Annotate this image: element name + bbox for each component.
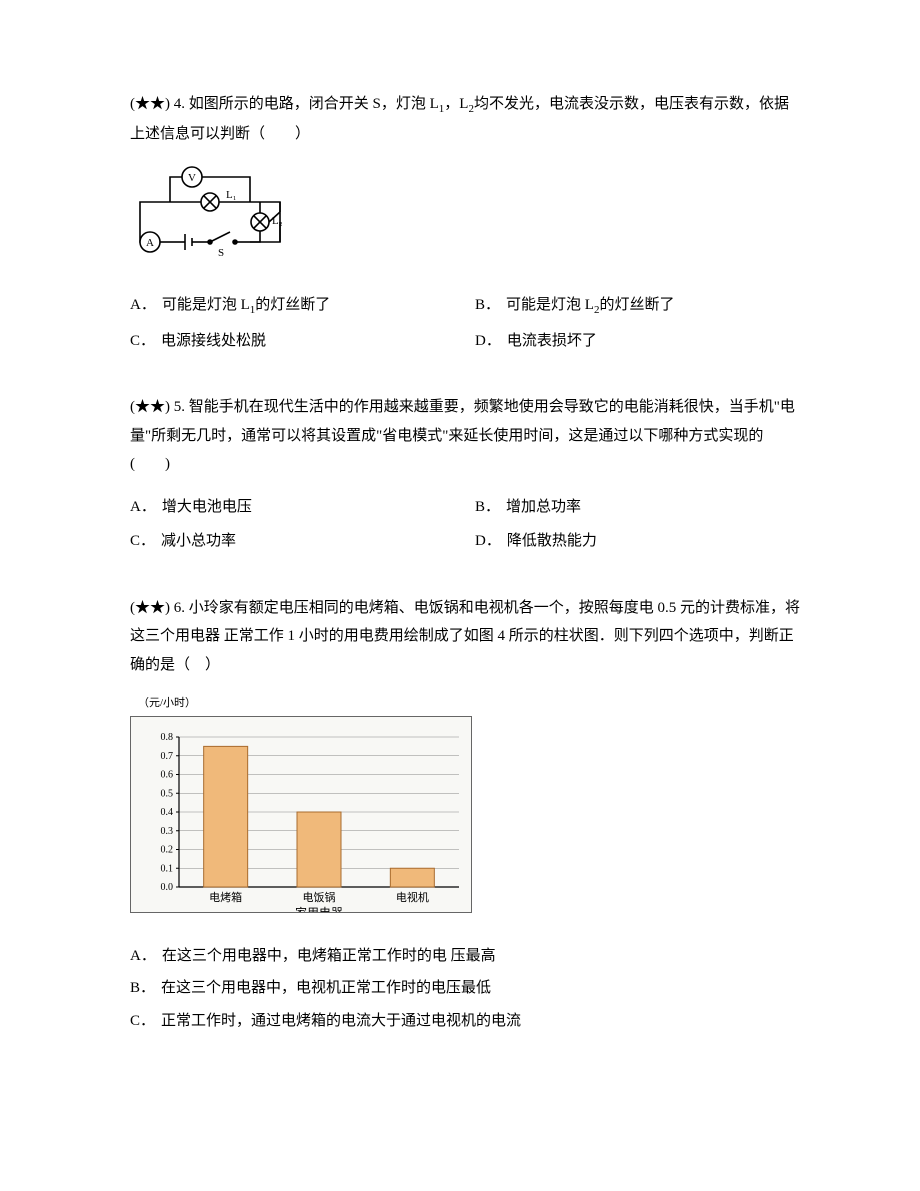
opt-text: 正常工作时，通过电烤箱的电流大于通过电视机的电流 (161, 1007, 521, 1036)
q6-option-c: C． 正常工作时，通过电烤箱的电流大于通过电视机的电流 (130, 1007, 800, 1036)
q5-text: 智能手机在现代生活中的作用越来越重要，频繁地使用会导致它的电能消耗很快，当手机"… (130, 399, 795, 472)
q5-option-b: B． 增加总功率 (475, 493, 800, 522)
opt-label: D． (475, 527, 501, 556)
q6-stem: (★★) 6. 小玲家有额定电压相同的电烤箱、电饭锅和电视机各一个，按照每度电 … (130, 594, 800, 680)
opt-label: B． (130, 974, 155, 1003)
q6-text: 小玲家有额定电压相同的电烤箱、电饭锅和电视机各一个，按照每度电 0.5 元的计费… (130, 600, 800, 673)
opt-label: A． (130, 942, 156, 971)
q4-option-b: B． 可能是灯泡 L2的灯丝断了 (475, 291, 800, 321)
svg-text:0.6: 0.6 (161, 770, 174, 781)
opt-label: C． (130, 527, 155, 556)
q5-option-a: A． 增大电池电压 (130, 493, 455, 522)
opt-text: 在这三个用电器中，电烤箱正常工作时的电 压最高 (162, 942, 496, 971)
svg-text:电视机: 电视机 (396, 890, 429, 904)
q5-option-c: C． 减小总功率 (130, 527, 455, 556)
chart-y-title: （元/小时） (138, 693, 800, 714)
q4-prefix: (★★) 4. (130, 96, 189, 112)
svg-text:0.5: 0.5 (161, 788, 174, 799)
q5-prefix: (★★) 5. (130, 399, 189, 415)
opt-text: 增加总功率 (506, 493, 581, 522)
svg-text:电烤箱: 电烤箱 (209, 890, 242, 904)
q5-stem: (★★) 5. 智能手机在现代生活中的作用越来越重要，频繁地使用会导致它的电能消… (130, 393, 800, 479)
opt-label: D． (475, 327, 501, 356)
opt-text: 减小总功率 (161, 527, 236, 556)
opt-label: C． (130, 327, 155, 356)
svg-text:0.4: 0.4 (161, 807, 174, 818)
svg-text:0.2: 0.2 (161, 845, 174, 856)
q6-option-b: B． 在这三个用电器中，电视机正常工作时的电压最低 (130, 974, 800, 1003)
svg-text:0.8: 0.8 (161, 732, 174, 743)
opt-text: 可能是灯泡 L2的灯丝断了 (506, 291, 674, 321)
opt-label: B． (475, 493, 500, 522)
svg-text:电饭锅: 电饭锅 (303, 891, 336, 904)
q4-t1: 如图所示的电路，闭合开关 S，灯泡 L (189, 96, 439, 112)
voltmeter-label: V (188, 172, 196, 184)
q4-circuit-figure: V A L₁ L₂ S (130, 162, 800, 273)
svg-text:0.1: 0.1 (161, 863, 174, 874)
opt-text: 在这三个用电器中，电视机正常工作时的电压最低 (161, 974, 491, 1003)
opt-label: A． (130, 493, 156, 522)
opt-text: 电源接线处松脱 (161, 327, 266, 356)
opt-label: B． (475, 291, 500, 321)
q5-option-d: D． 降低散热能力 (475, 527, 800, 556)
opt-label: A． (130, 291, 156, 321)
q6-barchart-figure: （元/小时） 0.0 0.1 0.2 0.3 0.4 0.5 0.6 0.7 0.8 电烤箱 电饭锅… (130, 693, 800, 923)
opt-text: 增大电池电压 (162, 493, 252, 522)
opt-label: C． (130, 1007, 155, 1036)
q4-option-c: C． 电源接线处松脱 (130, 327, 455, 356)
barchart-svg: 0.0 0.1 0.2 0.3 0.4 0.5 0.6 0.7 0.8 电烤箱 电饭锅 电视机家用电器 (130, 716, 472, 913)
q4-stem: (★★) 4. 如图所示的电路，闭合开关 S，灯泡 L1，L2均不发光，电流表没… (130, 90, 800, 148)
svg-text:0.3: 0.3 (161, 826, 174, 837)
svg-text:家用电器: 家用电器 (295, 905, 343, 913)
q5-options: A． 增大电池电压 B． 增加总功率 C． 减小总功率 D． 降低散热能力 (130, 493, 800, 556)
opt-text: 可能是灯泡 L1的灯丝断了 (162, 291, 330, 321)
q4-options: A． 可能是灯泡 L1的灯丝断了 B． 可能是灯泡 L2的灯丝断了 C． 电源接… (130, 291, 800, 355)
l2-label: L₂ (272, 215, 283, 227)
q6-prefix: (★★) 6. (130, 600, 189, 616)
q4-t2: ，L (444, 96, 468, 112)
svg-text:0.7: 0.7 (161, 751, 174, 762)
q4-option-d: D． 电流表损坏了 (475, 327, 800, 356)
q4-option-a: A． 可能是灯泡 L1的灯丝断了 (130, 291, 455, 321)
circuit-svg: V A L₁ L₂ S (130, 162, 300, 262)
q6-option-a: A． 在这三个用电器中，电烤箱正常工作时的电 压最高 (130, 942, 800, 971)
ammeter-label: A (146, 237, 154, 249)
question-4: (★★) 4. 如图所示的电路，闭合开关 S，灯泡 L1，L2均不发光，电流表没… (130, 90, 800, 355)
question-6: (★★) 6. 小玲家有额定电压相同的电烤箱、电饭锅和电视机各一个，按照每度电 … (130, 594, 800, 1035)
q6-options: A． 在这三个用电器中，电烤箱正常工作时的电 压最高 B． 在这三个用电器中，电… (130, 942, 800, 1036)
question-5: (★★) 5. 智能手机在现代生活中的作用越来越重要，频繁地使用会导致它的电能消… (130, 393, 800, 556)
l1-label: L₁ (226, 189, 237, 201)
opt-text: 电流表损坏了 (507, 327, 597, 356)
switch-label: S (218, 247, 224, 259)
opt-text: 降低散热能力 (507, 527, 597, 556)
svg-text:0.0: 0.0 (161, 882, 174, 893)
